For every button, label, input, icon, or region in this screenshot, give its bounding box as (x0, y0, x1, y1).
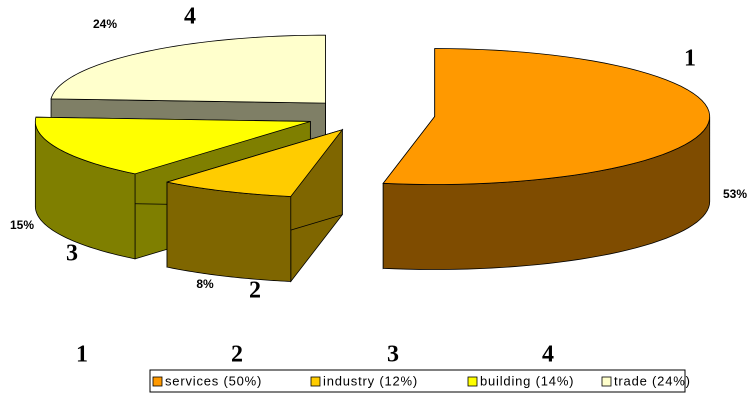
slice-number: 2 (249, 278, 261, 304)
slice-side (166, 181, 292, 282)
legend-number: 2 (231, 342, 243, 368)
slice (382, 48, 711, 185)
legend-swatch (467, 376, 478, 387)
legend-box (149, 369, 686, 393)
value-label: 24% (93, 17, 117, 31)
value-label: 8% (196, 277, 214, 291)
value-label: 15% (10, 218, 34, 232)
legend-label: trade (24%) (614, 373, 691, 388)
slice-number: 1 (684, 46, 696, 72)
legend-number: 1 (76, 342, 88, 368)
legend-number: 4 (542, 342, 554, 368)
slice (50, 34, 326, 104)
legend-label: industry (12%) (323, 373, 418, 388)
legend-number: 3 (387, 342, 399, 368)
legend-label: building (14%) (480, 373, 574, 388)
slice-number: 3 (66, 241, 78, 267)
legend-swatch (310, 376, 321, 387)
slice (34, 116, 311, 175)
value-label: 53% (723, 187, 747, 201)
legend-swatch (601, 376, 612, 387)
legend-label: services (50%) (165, 373, 262, 388)
slice (166, 128, 344, 197)
slice-number: 4 (184, 4, 196, 30)
legend-swatch (152, 376, 163, 387)
